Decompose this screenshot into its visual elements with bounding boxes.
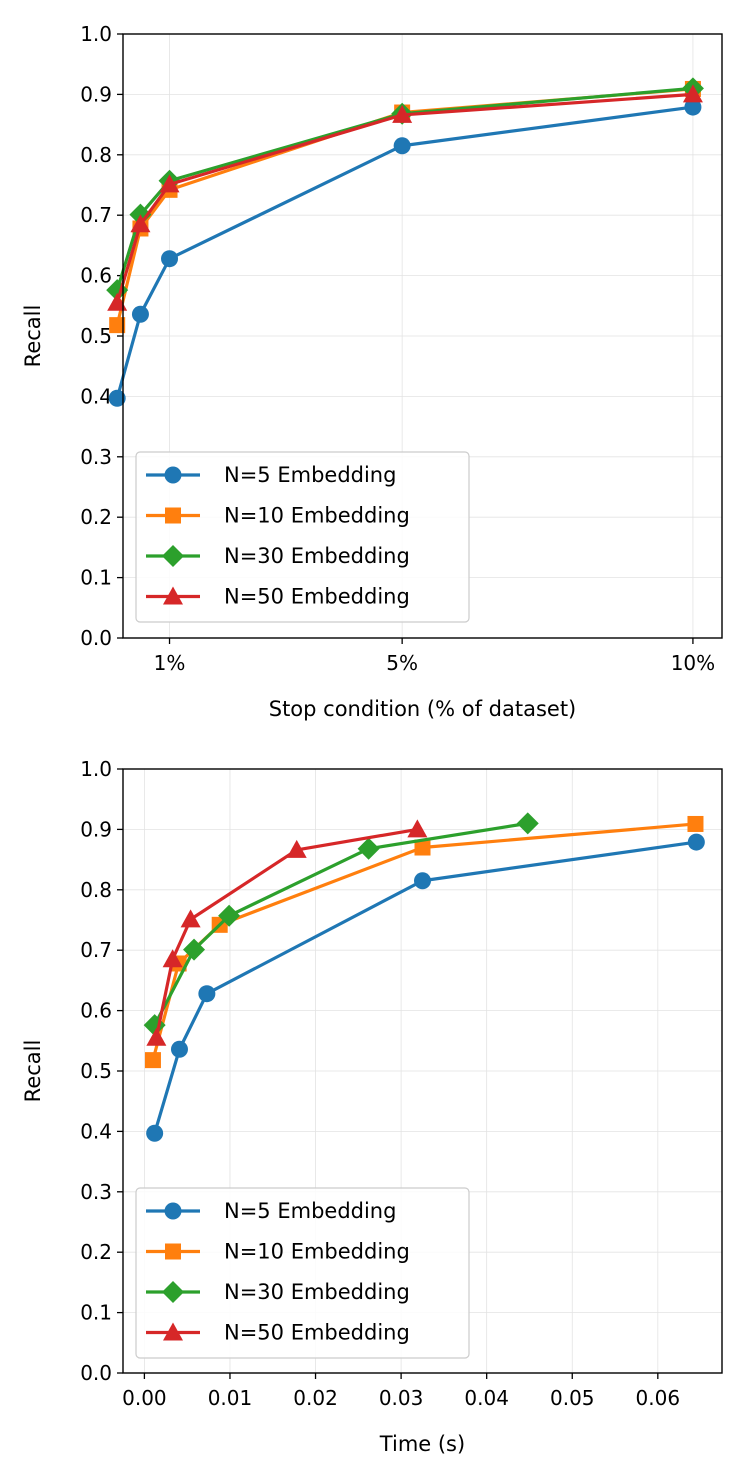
legend-label: N=5 Embedding — [224, 463, 396, 487]
data-point — [414, 872, 431, 890]
data-point — [414, 839, 431, 856]
data-point — [392, 104, 413, 123]
legend-label: N=5 Embedding — [224, 1199, 396, 1223]
legend: N=5 Embedding N=10 Embedding N=30 Embeddin… — [135, 451, 470, 623]
legend-marker — [164, 466, 182, 484]
series-triangle — [146, 819, 428, 1046]
y-tick-label: 0.8 — [80, 143, 112, 167]
data-point — [146, 1027, 167, 1046]
x-tick-label: 5% — [386, 651, 418, 675]
plot-frame — [122, 33, 723, 639]
legend-marker — [165, 507, 181, 524]
y-tick-label: 0.4 — [80, 1119, 112, 1143]
y-axis-label: Recall — [21, 1040, 45, 1103]
legend-label: N=10 Embedding — [224, 504, 410, 528]
data-point — [146, 1124, 164, 1142]
data-point — [407, 819, 428, 838]
data-point — [108, 389, 126, 407]
legend-box — [135, 451, 470, 623]
data-point — [107, 292, 128, 311]
y-tick-label: 0.1 — [80, 1301, 112, 1325]
data-point — [682, 84, 703, 103]
legend-box — [135, 1187, 470, 1359]
y-tick-label: 0.4 — [80, 384, 112, 408]
x-tick-label: 0.05 — [550, 1386, 595, 1410]
y-tick-label: 0.9 — [80, 817, 112, 841]
y-tick-label: 0.3 — [80, 1180, 112, 1204]
x-tick-label: 0.03 — [379, 1386, 424, 1410]
y-tick-label: 0.6 — [80, 999, 112, 1023]
legend-label: N=10 Embedding — [224, 1240, 410, 1264]
legend-marker — [165, 1243, 181, 1260]
y-tick-label: 0.7 — [80, 938, 112, 962]
data-point — [159, 174, 180, 193]
data-point — [684, 98, 702, 116]
x-axis-label: Time (s) — [379, 1432, 465, 1456]
data-point — [218, 904, 241, 927]
y-tick-label: 0.9 — [80, 82, 112, 106]
y-axis-label: Recall — [21, 305, 45, 368]
legend-marker — [163, 1322, 183, 1341]
data-point — [198, 985, 216, 1003]
y-tick-label: 0.0 — [80, 626, 112, 650]
x-tick-label: 1% — [154, 651, 186, 675]
x-tick-label: 0.01 — [208, 1386, 253, 1410]
series-circle — [108, 98, 702, 407]
series-line — [154, 827, 418, 1039]
y-tick-label: 0.0 — [80, 1361, 112, 1385]
x-axis-label: Stop condition (% of dataset) — [269, 697, 577, 721]
series-line — [115, 92, 694, 304]
data-point — [170, 1040, 188, 1058]
y-tick-label: 0.1 — [80, 566, 112, 590]
data-point — [109, 317, 126, 334]
data-point — [183, 938, 206, 961]
data-point — [687, 815, 704, 832]
series-diamond — [143, 812, 539, 1037]
legend-marker — [162, 1281, 184, 1303]
data-point — [161, 250, 179, 268]
legend-label: N=50 Embedding — [224, 585, 410, 609]
y-tick-label: 0.2 — [80, 1240, 112, 1264]
data-point — [180, 909, 201, 928]
recall-vs-time-chart: 0.0 0.1 0.2 0.3 0.4 0.5 0.6 0.7 0.8 0.9 1.0 0.00 0.0… — [21, 757, 723, 1456]
series-line — [151, 822, 696, 1061]
data-point — [162, 949, 183, 968]
legend-marker — [162, 545, 184, 567]
y-tick-label: 1.0 — [80, 757, 112, 781]
data-point — [130, 214, 151, 233]
data-point — [393, 137, 411, 155]
x-tick-label: 0.02 — [293, 1386, 338, 1410]
data-point — [687, 833, 705, 851]
x-tick-label: 0.06 — [636, 1386, 681, 1410]
data-point — [131, 305, 149, 323]
legend-label: N=50 Embedding — [224, 1321, 410, 1345]
y-tick-label: 1.0 — [80, 22, 112, 46]
series-line — [115, 87, 694, 326]
legend-label: N=30 Embedding — [224, 1280, 410, 1304]
x-tick-label: 0.00 — [122, 1386, 167, 1410]
y-tick-label: 0.8 — [80, 878, 112, 902]
y-tick-label: 0.5 — [80, 324, 112, 348]
data-point — [357, 837, 380, 860]
legend-marker — [163, 586, 183, 605]
legend: N=5 Embedding N=10 Embedding N=30 Embeddin… — [135, 1187, 470, 1359]
data-point — [286, 839, 307, 858]
legend-marker — [164, 1202, 182, 1220]
data-point — [516, 812, 539, 835]
y-tick-label: 0.2 — [80, 505, 112, 529]
plot-frame — [122, 768, 723, 1374]
y-tick-label: 0.6 — [80, 264, 112, 288]
recall-vs-stop-condition-chart: 0.0 0.1 0.2 0.3 0.4 0.5 0.6 0.7 0.8 0.9 1.0 1% 5% 10%… — [21, 22, 723, 721]
series-triangle — [107, 84, 703, 311]
y-tick-label: 0.3 — [80, 445, 112, 469]
legend-label: N=30 Embedding — [224, 544, 410, 568]
series-circle — [146, 833, 705, 1142]
y-tick-label: 0.7 — [80, 203, 112, 227]
x-tick-label: 0.04 — [464, 1386, 509, 1410]
y-tick-label: 0.5 — [80, 1059, 112, 1083]
x-tick-label: 10% — [671, 651, 715, 675]
data-point — [144, 1052, 161, 1069]
